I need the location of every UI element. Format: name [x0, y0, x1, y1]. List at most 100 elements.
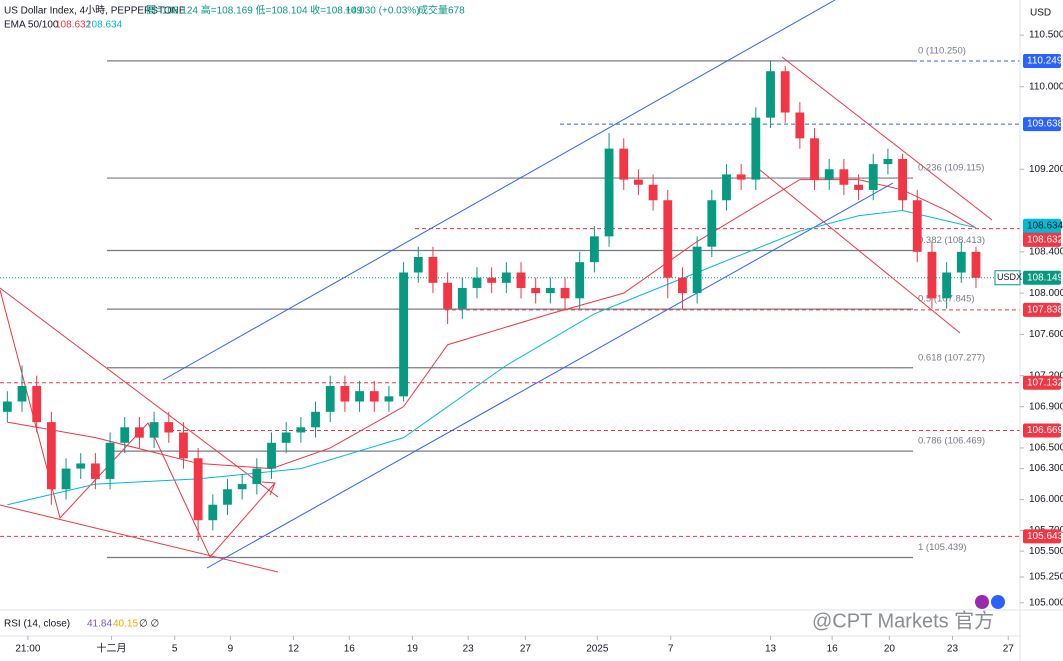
- trend-line: [0, 504, 279, 573]
- y-tick-label: 106.500: [1029, 443, 1063, 454]
- candle-body: [898, 158, 907, 201]
- candle-body: [311, 411, 320, 428]
- rsi-label: RSI (14, close): [4, 619, 70, 630]
- candle-body: [90, 463, 100, 479]
- candle-body: [76, 463, 86, 469]
- candle-body: [678, 277, 687, 294]
- icon: [975, 595, 989, 609]
- price-badge: [1023, 232, 1061, 247]
- x-tick-label: 20: [884, 644, 896, 655]
- candle-body: [780, 71, 790, 113]
- candle-body: [956, 251, 966, 273]
- x-tick-label: 27: [1003, 644, 1015, 655]
- candle-body: [839, 169, 849, 185]
- candle-body: [722, 174, 731, 201]
- icon: [991, 595, 1005, 609]
- candle-body: [619, 148, 629, 180]
- x-tick-label: 19: [407, 644, 419, 655]
- price-badge: [1023, 423, 1061, 438]
- price-badge: [1023, 218, 1061, 233]
- x-tick-label: 5: [172, 644, 178, 655]
- y-tick-label: 108.400: [1029, 246, 1063, 257]
- trend-line: [0, 287, 279, 498]
- price-badge: [1023, 270, 1061, 285]
- candle-body: [575, 262, 585, 299]
- candle-body: [766, 71, 775, 118]
- price-badge-label: 106.669: [1027, 425, 1063, 436]
- fib-label: 0.236 (109.115): [918, 163, 984, 174]
- y-tick-label: 110.500: [1029, 30, 1063, 41]
- candle-body: [105, 442, 115, 479]
- candle-body: [296, 427, 306, 433]
- candle-body: [942, 272, 952, 299]
- candle-body: [868, 164, 878, 190]
- candle-body: [487, 277, 497, 283]
- candle-body: [32, 386, 42, 423]
- x-tick-label: 16: [344, 644, 356, 655]
- candle-body: [648, 184, 658, 201]
- candle-body: [17, 386, 27, 402]
- fib-label: 0.382 (108.413): [918, 235, 985, 246]
- candle-body: [193, 458, 203, 521]
- candle-body: [692, 246, 702, 294]
- x-tick-label: 2025: [586, 644, 609, 655]
- candle-body: [237, 484, 247, 490]
- candle-body: [443, 282, 453, 309]
- candle-body: [413, 257, 423, 273]
- price-badge: [1023, 375, 1061, 390]
- ema-50-value: 108.632: [55, 20, 92, 31]
- price-badge-label: 105.643: [1027, 531, 1063, 542]
- price-badge-label: 109.638: [1027, 119, 1063, 130]
- candle-body: [179, 432, 188, 459]
- trend-line: [781, 56, 993, 221]
- fib-label: 0.618 (107.277): [918, 352, 985, 363]
- candle-body: [340, 386, 350, 402]
- x-tick-label: 27: [520, 644, 532, 655]
- candle-body: [61, 468, 71, 490]
- candle-body: [252, 468, 262, 485]
- y-tick-label: 105.250: [1029, 572, 1063, 583]
- x-tick-label: 16: [827, 644, 839, 655]
- candle-body: [883, 158, 893, 165]
- candle-body: [854, 184, 863, 190]
- x-tick-label: 7: [668, 644, 674, 655]
- candle-body: [560, 287, 570, 299]
- price-badge: [1023, 529, 1061, 544]
- symbol-tag: USDX: [997, 272, 1022, 282]
- x-tick-label: 9: [228, 644, 234, 655]
- candle-body: [736, 174, 746, 180]
- y-tick-label: 106.900: [1029, 401, 1063, 412]
- candle-body: [663, 200, 673, 278]
- fib-label: 0 (110.250): [918, 45, 966, 56]
- candle-body: [164, 422, 174, 433]
- price-badge-label: 107.838: [1027, 304, 1063, 315]
- price-badge-label: 108.634: [1027, 220, 1063, 231]
- zigzag: [0, 289, 276, 558]
- title: US Dollar Index, 4小時, PEPPERSTONE: [4, 5, 186, 17]
- candle-body: [355, 391, 364, 402]
- y-tick-label: 106.000: [1029, 494, 1063, 505]
- fib-label: 0.786 (106.469): [918, 436, 985, 447]
- candle-body: [912, 200, 922, 252]
- candle-body: [589, 236, 599, 263]
- y-tick-label: 105.000: [1029, 597, 1063, 608]
- rsi-value: 41.84: [87, 619, 112, 630]
- symbol-tag-box: [994, 270, 1021, 286]
- candle-body: [2, 401, 12, 412]
- candle-body: [472, 277, 482, 288]
- channel-line: [162, 0, 836, 381]
- candle-body: [971, 251, 981, 278]
- candle-body: [428, 257, 438, 283]
- candle-body: [634, 179, 643, 185]
- ema-line: [7, 179, 977, 470]
- rsi-value: 40.15: [113, 619, 138, 630]
- x-tick-label: 23: [947, 644, 959, 655]
- candle-body: [267, 442, 276, 469]
- candle-body: [751, 117, 761, 180]
- watermark: @CPT Markets 官方: [812, 609, 994, 632]
- candle-body: [457, 287, 467, 309]
- candle-body: [46, 422, 56, 490]
- candle-body: [208, 504, 218, 521]
- x-tick-label: 13: [765, 644, 777, 655]
